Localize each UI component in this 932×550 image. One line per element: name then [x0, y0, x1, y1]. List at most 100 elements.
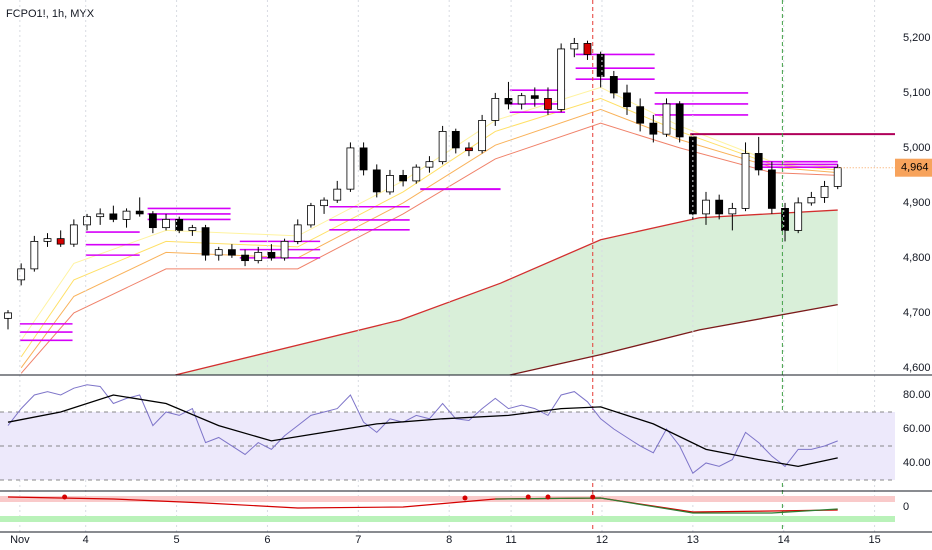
sma-line: [175, 209, 838, 375]
candle-body: [148, 213, 157, 229]
x-tick-label: 5: [174, 534, 180, 546]
chart-title: FCPO1!, 1h, MYX: [6, 8, 95, 20]
candle-body: [83, 216, 91, 226]
x-tick-label: 8: [446, 534, 452, 546]
x-tick-label: 13: [687, 534, 699, 546]
candle-body: [530, 95, 539, 99]
candle-body: [583, 43, 592, 55]
candle-body: [386, 175, 394, 193]
candle-body: [491, 98, 500, 121]
candle-body: [544, 98, 552, 110]
candle-body: [227, 249, 236, 256]
osc-dot: [525, 494, 531, 500]
candle-body: [293, 224, 302, 242]
x-tick-label: 11: [505, 534, 516, 546]
x-tick-label: 4: [83, 534, 89, 546]
candle-body: [214, 249, 223, 256]
rsi-tick-label: 60.00: [903, 423, 931, 435]
last-price-label: 4,964: [901, 162, 929, 174]
osc-line: [7, 496, 838, 513]
candle-body: [675, 103, 684, 138]
sma-fill: [175, 210, 838, 375]
candle-body: [162, 218, 170, 229]
osc-dot: [545, 494, 551, 500]
y-tick-label: 5,100: [903, 87, 931, 99]
candle-body: [451, 131, 460, 149]
candle-body: [807, 196, 816, 204]
candle-body: [623, 92, 631, 108]
candle-body: [280, 240, 289, 259]
candle-body: [767, 169, 776, 209]
candle-body: [438, 131, 447, 163]
candle-body: [43, 238, 52, 242]
candle-body: [399, 175, 408, 182]
candle-body: [833, 167, 842, 187]
y-tick-label: 4,700: [903, 307, 931, 319]
rsi-tick-label: 80.00: [903, 389, 931, 401]
candle-body: [346, 147, 355, 190]
x-tick-label: Nov: [10, 534, 30, 546]
candle-body: [649, 122, 658, 135]
y-tick-label: 4,900: [903, 197, 931, 209]
osc-band: [0, 516, 895, 522]
osc-dot: [62, 494, 68, 500]
ema-line: [20, 108, 838, 369]
candle-body: [122, 210, 131, 220]
candle-body: [241, 254, 249, 262]
candle-body: [109, 213, 118, 220]
candle-body: [56, 238, 65, 245]
x-tick-label: 12: [596, 534, 608, 546]
x-tick-label: 14: [778, 534, 790, 546]
candle-body: [609, 76, 618, 94]
candle-body: [96, 213, 105, 218]
y-tick-label: 4,800: [903, 252, 931, 264]
sma-line: [509, 303, 838, 375]
osc-dot: [590, 494, 596, 500]
candle-body: [254, 251, 263, 262]
candle-body: [781, 207, 789, 231]
candle-body: [715, 199, 724, 215]
candle-body: [820, 186, 829, 198]
candle-body: [425, 161, 434, 168]
candle-body: [412, 166, 421, 182]
rsi-tick-label: 40.00: [903, 457, 931, 469]
osc-dot: [462, 495, 468, 501]
candle-body: [636, 106, 645, 124]
candle-body: [188, 227, 197, 231]
main-pane: [4, 37, 895, 375]
rsi-ma: [7, 394, 838, 468]
candle-body: [741, 153, 750, 209]
candle-body: [17, 268, 26, 281]
osc-band: [0, 496, 895, 502]
candle-body: [728, 207, 737, 215]
candle-body: [359, 147, 368, 171]
y-tick-label: 5,000: [903, 142, 931, 154]
candle-body: [267, 251, 276, 259]
candle-body: [517, 95, 526, 105]
candle-body: [135, 210, 144, 215]
candle-body: [69, 224, 78, 245]
candle-body: [478, 120, 487, 152]
candle-body: [201, 227, 210, 256]
candle-body: [307, 205, 315, 226]
candle-body: [175, 218, 184, 231]
candle-body: [570, 43, 579, 50]
sma-fill: [509, 304, 838, 375]
candle-body: [320, 199, 328, 207]
osc-line: [495, 497, 838, 514]
candle-body: [794, 202, 803, 231]
candle-body: [504, 98, 513, 105]
last-price-box: [895, 158, 932, 177]
x-tick-label: 7: [355, 534, 361, 546]
x-tick-label: 6: [264, 534, 270, 546]
candle-body: [754, 153, 763, 171]
candle-body: [4, 312, 12, 319]
candle-body: [662, 103, 671, 135]
x-tick-label: 15: [868, 534, 880, 546]
candle-body: [465, 147, 473, 152]
rsi-line: [7, 384, 838, 474]
candle-body: [333, 188, 342, 201]
y-tick-label: 5,200: [903, 32, 931, 44]
candle-body: [30, 240, 39, 270]
